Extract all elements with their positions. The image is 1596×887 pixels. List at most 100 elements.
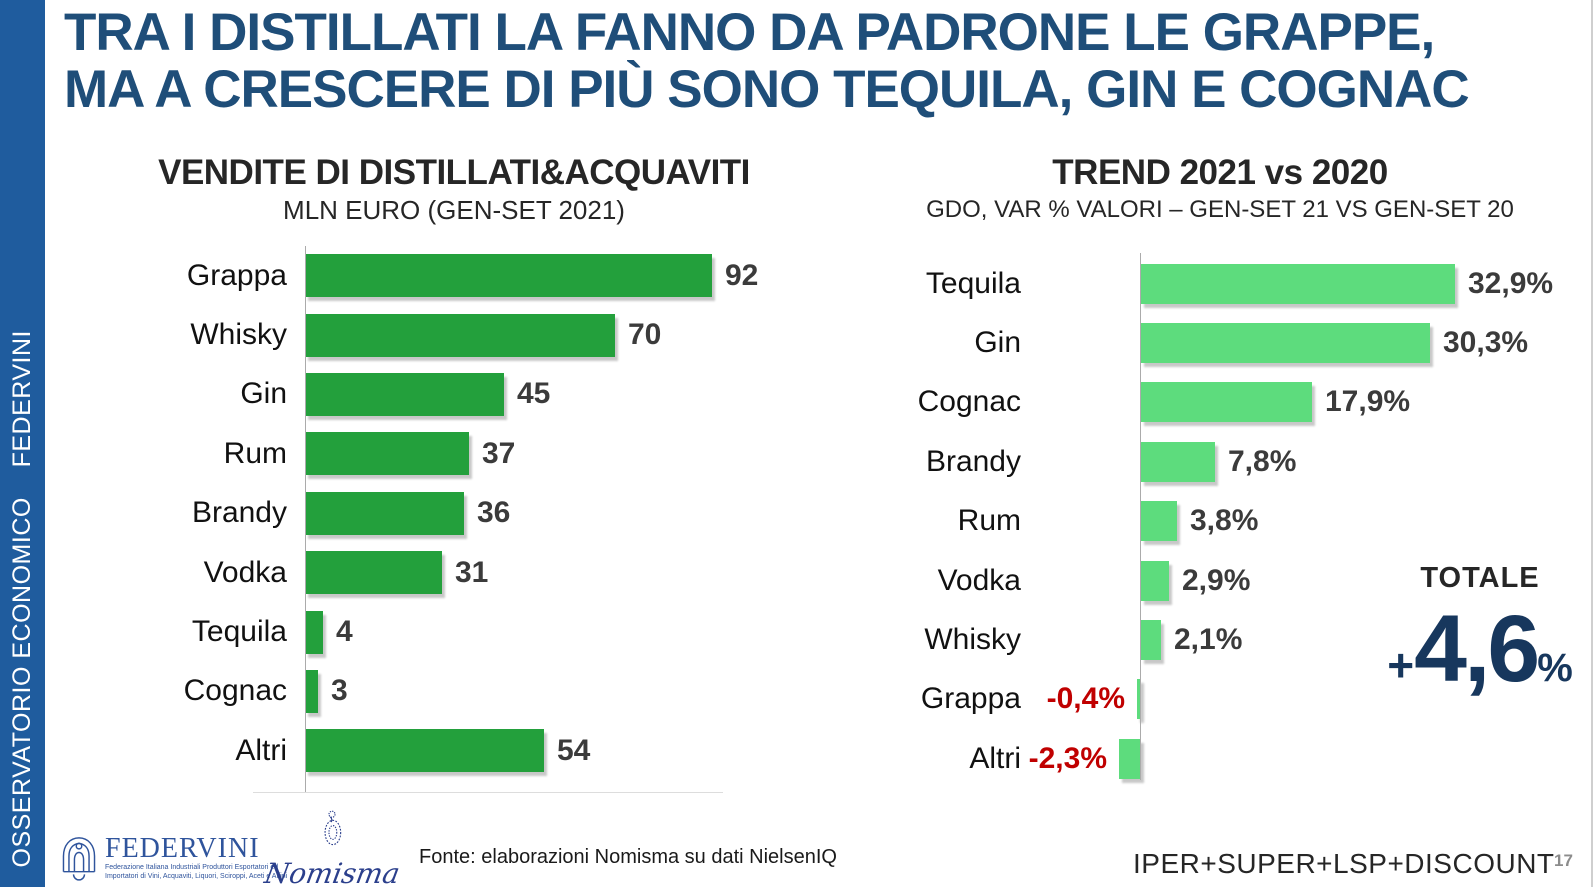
value-label: 3 xyxy=(331,674,348,708)
bar xyxy=(1141,263,1455,304)
bar-row: Grappa -0,4% xyxy=(880,670,1560,729)
bar xyxy=(305,610,323,654)
slide-title-line1: TRA I DISTILLATI LA FANNO DA PADRONE LE … xyxy=(64,3,1435,62)
chart-trend-rows: Tequila 32,9% Gin 30,3% Cognac 17,9% Brandy 7,8… xyxy=(880,254,1560,789)
bar-row: Gin 45 xyxy=(64,365,844,424)
federvini-tagline-line1: Federazione Italiana Industriali Produtt… xyxy=(105,863,279,871)
bar-row: Altri 54 xyxy=(64,721,844,780)
chart-vendite-rows: Grappa 92 Whisky 70 Gin 45 Rum 37 Brandy 36 Vodka 3… xyxy=(64,246,844,781)
bar xyxy=(305,254,712,298)
category-label: Whisky xyxy=(924,623,1021,657)
bar-row: Whisky 2,1% xyxy=(880,610,1560,669)
chart-vendite-baseline xyxy=(253,792,723,793)
bar-row: Whisky 70 xyxy=(64,305,844,364)
bar-zone: 70 xyxy=(305,313,844,357)
value-label: 30,3% xyxy=(1443,326,1529,360)
value-label: 92 xyxy=(725,258,759,292)
bar-row: Altri -2,3% xyxy=(880,729,1560,788)
bar-zone: 3 xyxy=(305,669,844,713)
category-label: Brandy xyxy=(191,496,287,530)
category-label: Altri xyxy=(235,733,287,767)
value-label: 2,9% xyxy=(1182,563,1251,597)
federvini-eagle-icon xyxy=(62,837,96,881)
bar-zone: -2,3% xyxy=(1029,738,1560,779)
bar-row: Cognac 3 xyxy=(64,662,844,721)
chart-trend-subtitle: GDO, VAR % VALORI – GEN-SET 21 VS GEN-SE… xyxy=(926,196,1514,223)
bar-zone: 2,9% xyxy=(1141,560,1560,601)
category-label: Gin xyxy=(240,377,287,411)
bar-row: Cognac 17,9% xyxy=(880,373,1560,432)
bar xyxy=(305,669,318,713)
category-label: Vodka xyxy=(203,555,287,589)
page-number: 17 xyxy=(1554,851,1573,870)
value-label: 2,1% xyxy=(1174,623,1243,657)
category-label: Brandy xyxy=(925,444,1021,478)
totale-number: 4,6 xyxy=(1414,596,1540,702)
value-label-negative: -0,4% xyxy=(1046,682,1125,716)
nomisma-logo-name: Nomisma xyxy=(261,857,403,887)
federvini-logo-text: FEDERVINI Federazione Italiana Industria… xyxy=(105,832,288,881)
totale-plus-sign: + xyxy=(1387,639,1415,691)
bar-zone: 54 xyxy=(305,729,844,773)
category-label: Altri xyxy=(969,741,1021,775)
bar-row: Vodka 31 xyxy=(64,543,844,602)
bar-zone: 37 xyxy=(305,432,844,476)
bar-zone: -0,4% xyxy=(1047,679,1560,720)
value-label-negative: -2,3% xyxy=(1028,741,1107,775)
bar xyxy=(1141,441,1215,482)
bar xyxy=(305,491,464,535)
federvini-logo-name: FEDERVINI xyxy=(105,832,260,864)
slide-right-edge xyxy=(1591,0,1593,887)
bar xyxy=(305,313,615,357)
bar-row: Brandy 36 xyxy=(64,484,844,543)
chart-trend: TREND 2021 vs 2020 GDO, VAR % VALORI – G… xyxy=(880,152,1560,789)
bar-zone: 32,9% xyxy=(1141,263,1560,304)
category-label: Cognac xyxy=(917,385,1021,419)
bar-zone: 3,8% xyxy=(1141,501,1560,542)
bar-zone: 31 xyxy=(305,551,844,595)
value-label: 45 xyxy=(517,377,551,411)
chart-vendite-title: VENDITE DI DISTILLATI&ACQUAVITI xyxy=(158,153,750,192)
value-label: 31 xyxy=(455,555,489,589)
nomisma-logo: Nomisma xyxy=(262,808,402,887)
value-label: 7,8% xyxy=(1228,444,1297,478)
bar xyxy=(305,729,544,773)
bar xyxy=(1141,620,1161,661)
category-label: Grappa xyxy=(920,682,1021,716)
bar-row: Rum 37 xyxy=(64,424,844,483)
federvini-tagline-line2: Importatori di Vini, Acquaviti, Liquori,… xyxy=(105,873,288,880)
chart-trend-axis-line xyxy=(1140,253,1141,780)
value-label: 3,8% xyxy=(1190,504,1259,538)
totale-block: TOTALE + 4,6 % xyxy=(1360,562,1596,702)
category-label: Rum xyxy=(223,436,287,470)
nomisma-seal-icon xyxy=(324,810,342,846)
bar xyxy=(1141,501,1177,542)
source-note: Fonte: elaborazioni Nomisma su dati Niel… xyxy=(419,846,837,868)
coverage-note: IPER+SUPER+LSP+DISCOUNT xyxy=(1133,848,1555,879)
bar-zone: 45 xyxy=(305,372,844,416)
value-label: 54 xyxy=(557,733,591,767)
slide-title: TRA I DISTILLATI LA FANNO DA PADRONE LE … xyxy=(64,3,1470,119)
federvini-logo: FEDERVINI Federazione Italiana Industria… xyxy=(58,834,287,882)
bar xyxy=(305,372,504,416)
bar xyxy=(1141,382,1312,423)
bar-row: Tequila 4 xyxy=(64,602,844,661)
totale-percent-sign: % xyxy=(1537,646,1573,690)
bar xyxy=(1141,323,1430,364)
slide-title-line2: MA A CRESCERE DI PIÙ SONO TEQUILA, GIN E… xyxy=(64,60,1470,119)
bar-row: Tequila 32,9% xyxy=(880,254,1560,313)
bar-row: Rum 3,8% xyxy=(880,492,1560,551)
totale-label: TOTALE xyxy=(1420,562,1540,594)
category-label: Cognac xyxy=(183,674,287,708)
bar xyxy=(305,432,469,476)
value-label: 32,9% xyxy=(1468,266,1554,300)
bar-zone: 7,8% xyxy=(1141,441,1560,482)
bar-row: Brandy 7,8% xyxy=(880,432,1560,491)
bar xyxy=(305,551,442,595)
chart-vendite-subtitle: MLN EURO (GEN-SET 2021) xyxy=(283,195,625,225)
category-label: Rum xyxy=(957,504,1021,538)
category-label: Grappa xyxy=(186,258,287,292)
bar-zone: 4 xyxy=(305,610,844,654)
category-label: Tequila xyxy=(191,615,287,649)
